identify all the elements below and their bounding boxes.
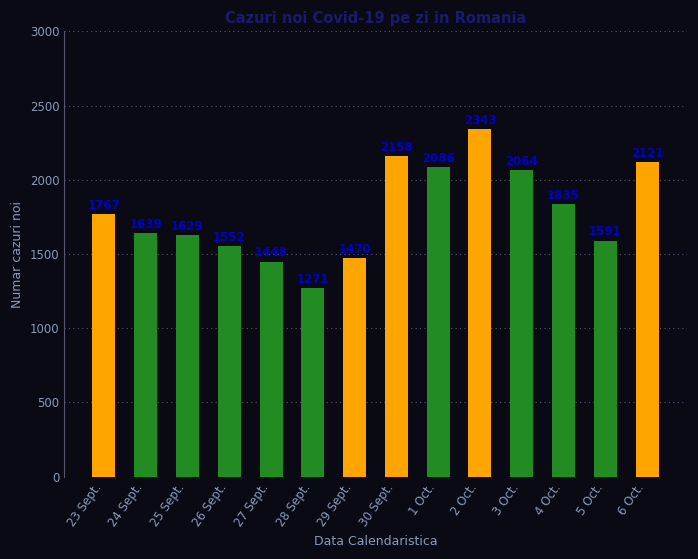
Bar — [218, 247, 241, 477]
Text: 2121: 2121 — [631, 146, 663, 160]
Bar — [176, 235, 199, 477]
Text: 1552: 1552 — [213, 231, 246, 244]
Bar — [343, 258, 366, 477]
Bar — [468, 129, 491, 477]
Text: 1470: 1470 — [339, 243, 371, 256]
Text: 1629: 1629 — [171, 220, 204, 233]
Bar — [260, 262, 283, 477]
Text: 1639: 1639 — [129, 218, 162, 231]
Text: 1271: 1271 — [297, 273, 329, 286]
Bar — [385, 157, 408, 477]
Bar — [552, 204, 575, 477]
Text: 2086: 2086 — [422, 152, 454, 165]
Bar — [636, 162, 659, 477]
Text: 1767: 1767 — [88, 199, 120, 212]
Bar — [594, 240, 617, 477]
Bar — [134, 234, 157, 477]
Bar — [92, 215, 115, 477]
Bar — [302, 288, 325, 477]
Text: 1835: 1835 — [547, 189, 580, 202]
Text: 2064: 2064 — [505, 155, 538, 168]
Text: 1591: 1591 — [589, 225, 622, 238]
Text: 2158: 2158 — [380, 141, 413, 154]
Title: Cazuri noi Covid-19 pe zi in Romania: Cazuri noi Covid-19 pe zi in Romania — [225, 11, 526, 26]
X-axis label: Data Calendaristica: Data Calendaristica — [313, 535, 438, 548]
Bar — [510, 170, 533, 477]
Bar — [426, 167, 450, 477]
Text: 1448: 1448 — [255, 247, 288, 259]
Text: 2343: 2343 — [463, 113, 496, 127]
Y-axis label: Numar cazuri noi: Numar cazuri noi — [11, 201, 24, 307]
